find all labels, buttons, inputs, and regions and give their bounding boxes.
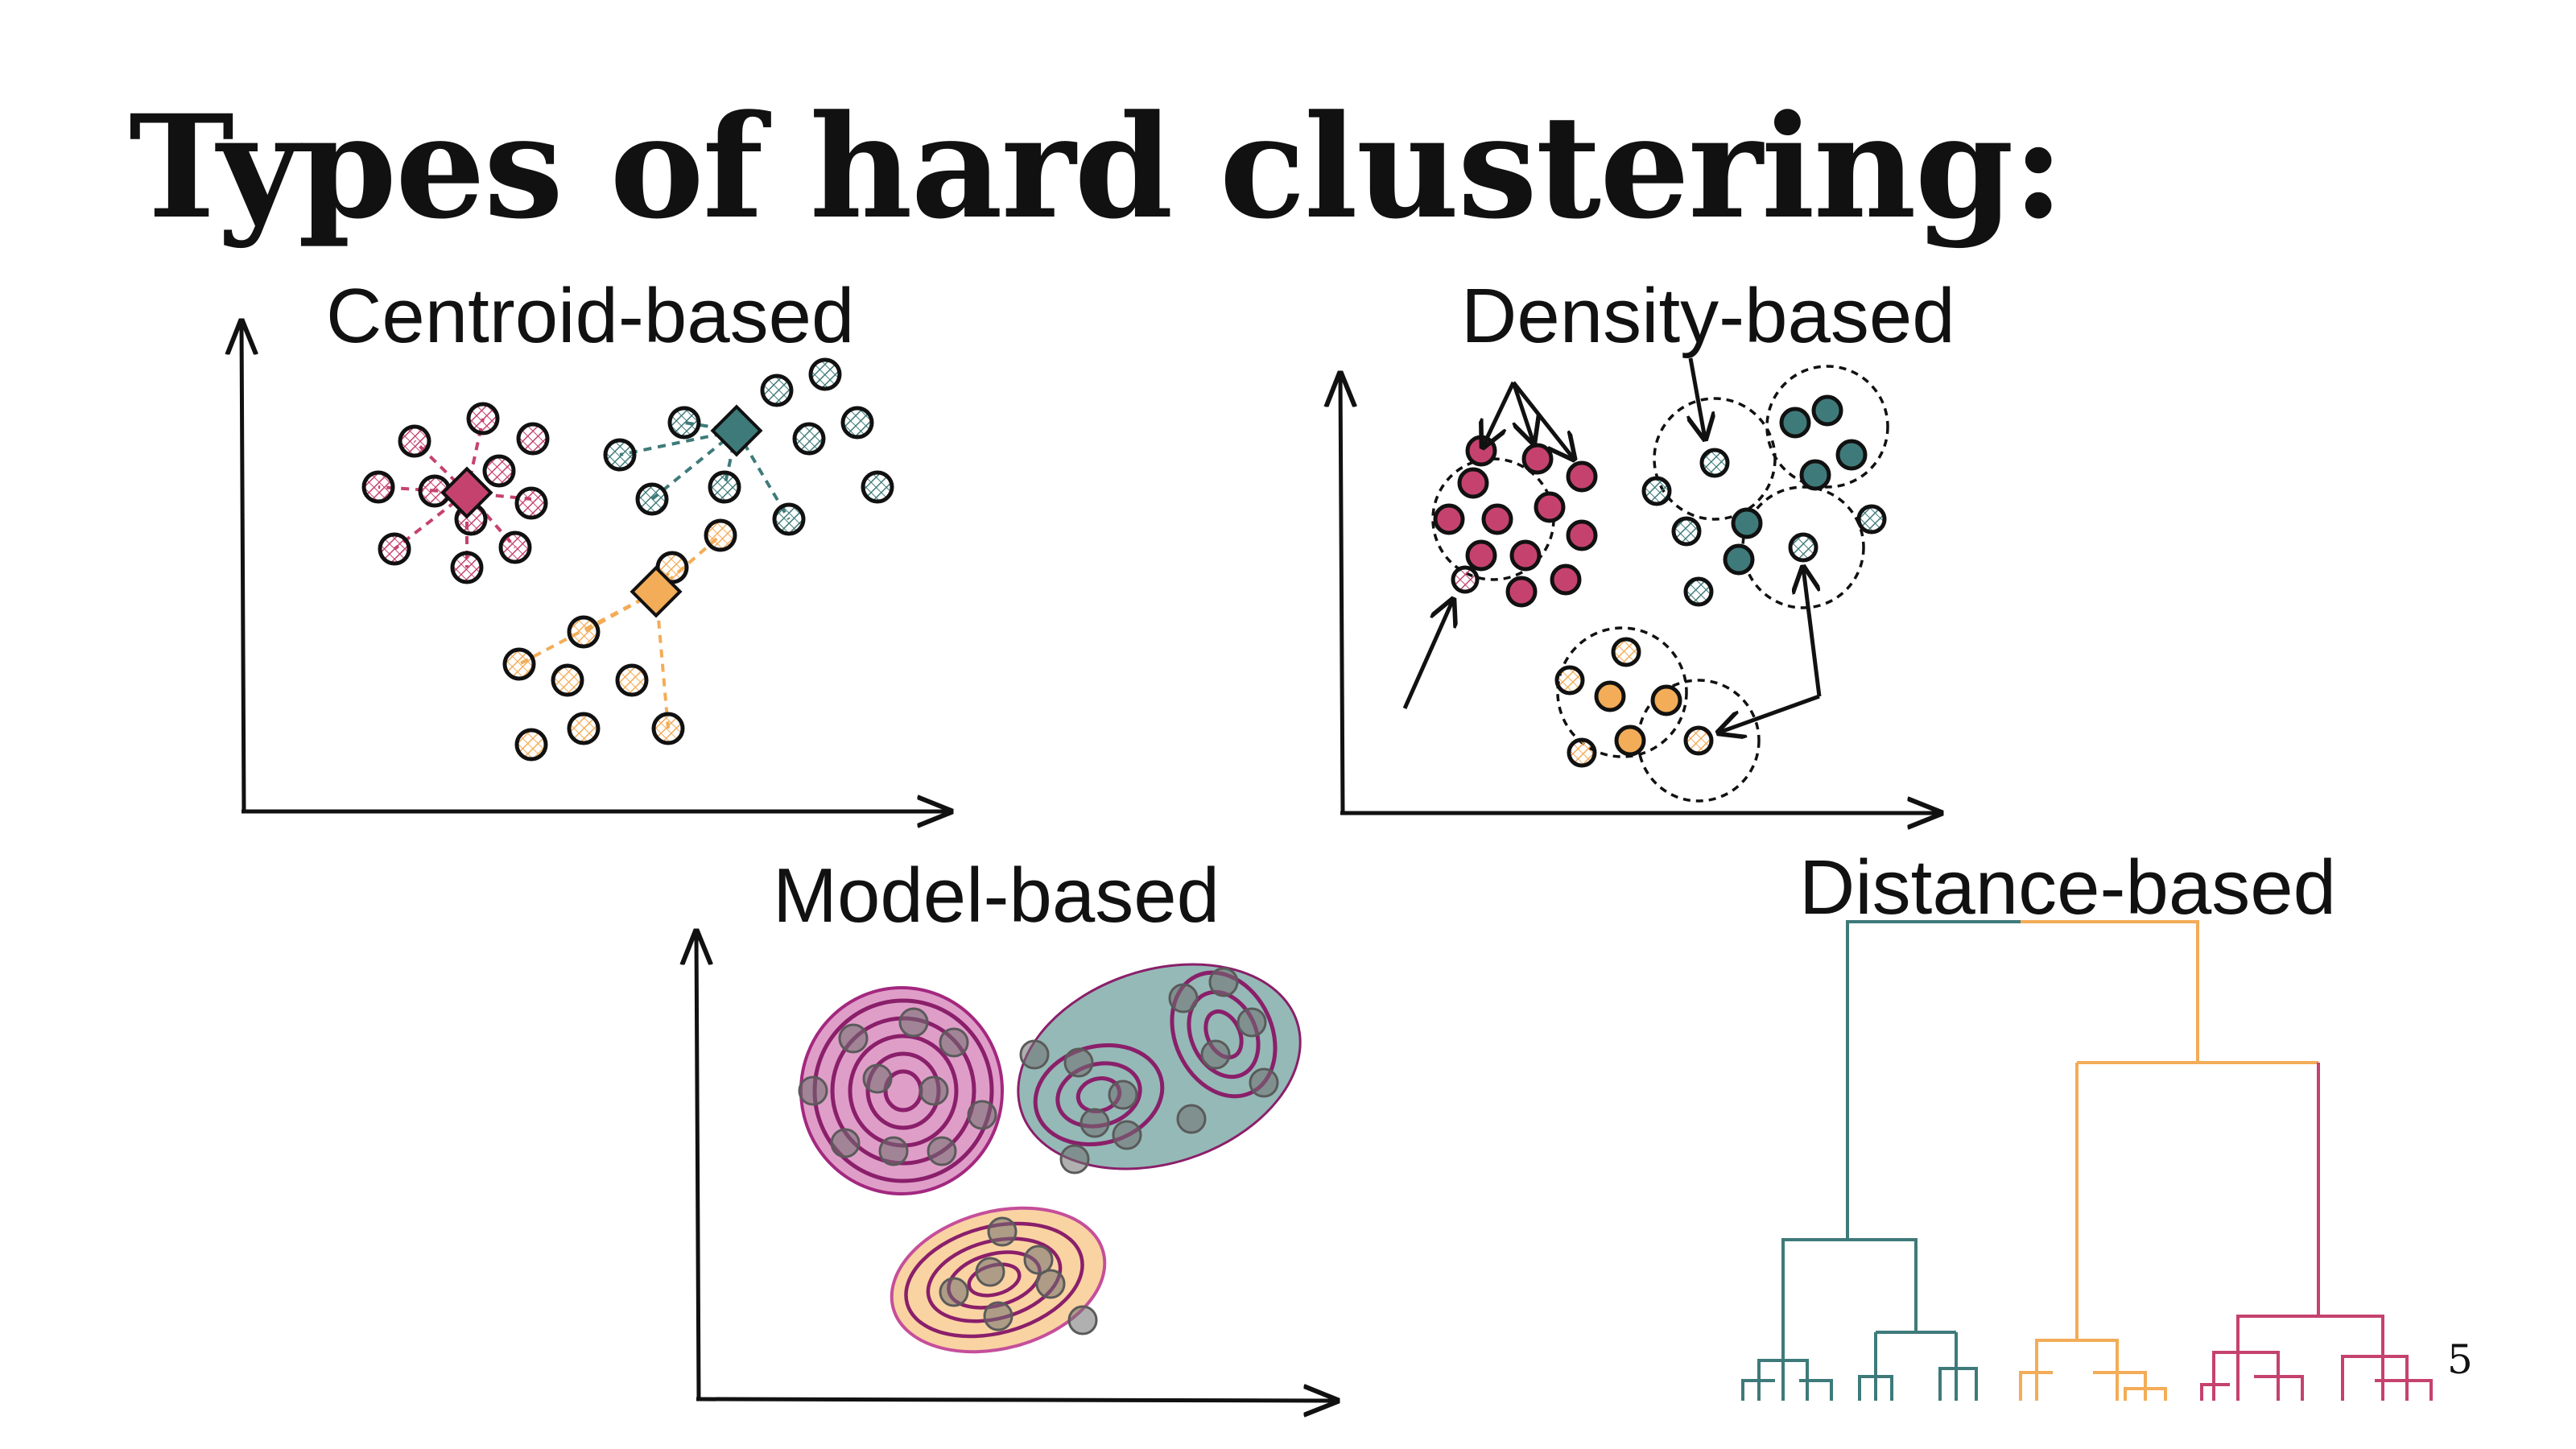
density-pink-points: [1433, 435, 1598, 608]
teal-centroid: [710, 404, 763, 457]
centroid-based-label: Centroid-based: [326, 273, 855, 359]
density-neighborhoods: [1431, 365, 1889, 803]
orange-centroid-links: [518, 534, 722, 729]
density-based-label: Density-based: [1461, 273, 1955, 359]
page-number: 5: [2447, 1336, 2473, 1383]
orange-subtree: [2019, 1061, 2318, 1401]
density-teal-points: [1641, 394, 1887, 607]
orange-cluster-points: [502, 518, 737, 762]
model-y-axis: [696, 932, 699, 1400]
density-arrows: [1402, 357, 1822, 733]
teal-subtree: [1741, 1238, 1978, 1401]
model-based-label: Model-based: [773, 852, 1220, 939]
centroid-y-axis: [242, 322, 244, 812]
model-points: [798, 967, 1279, 1335]
dendro-root-right: [2021, 920, 2199, 1063]
model-panel: [696, 930, 1336, 1401]
density-panel: [1340, 357, 1940, 814]
pink-cluster-points: [361, 402, 550, 584]
pink-subtree: [2200, 1063, 2433, 1401]
centroid-panel: [242, 322, 950, 811]
dendro-root-left: [1846, 920, 2021, 1240]
teal-cluster-points: [603, 357, 894, 536]
pink-centroid: [440, 466, 493, 519]
orange-centroid: [630, 565, 683, 618]
slide-title: Types of hard clustering:: [129, 84, 2065, 250]
density-orange-points: [1554, 637, 1714, 768]
distance-panel: [1739, 920, 2447, 1403]
model-x-axis: [696, 1399, 1336, 1401]
density-y-axis: [1340, 374, 1343, 814]
distance-based-label: Distance-based: [1799, 844, 2337, 931]
